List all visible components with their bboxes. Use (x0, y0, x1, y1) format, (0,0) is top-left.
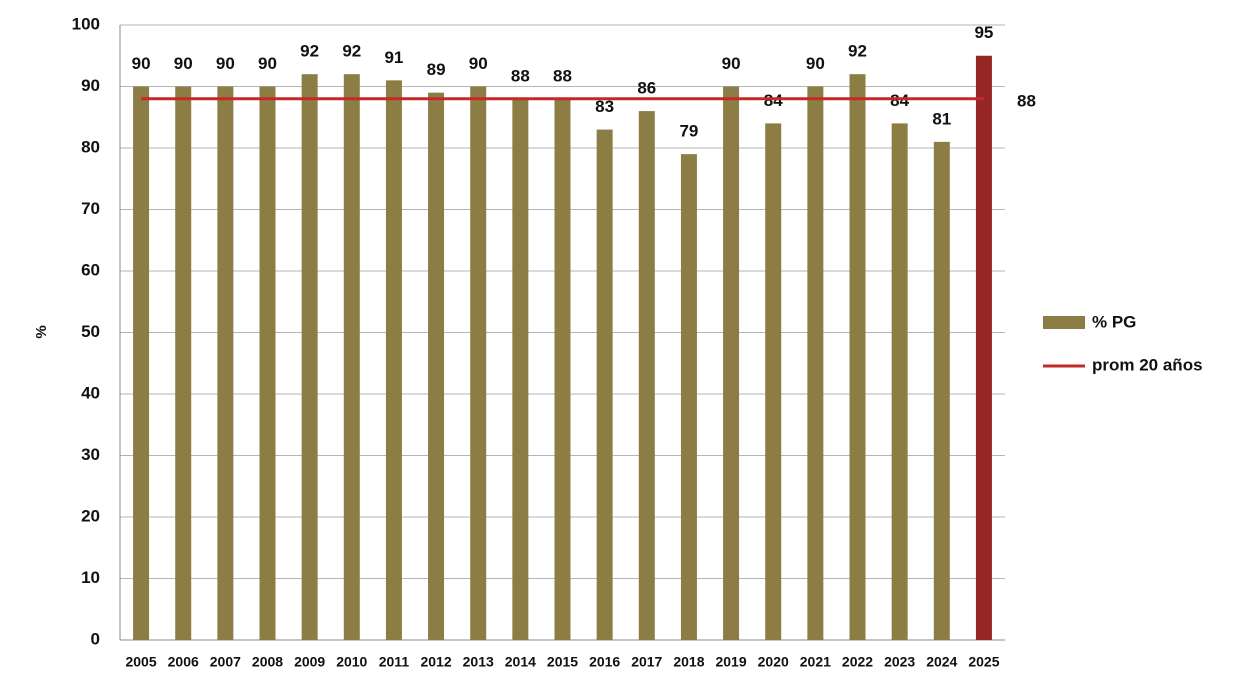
x-tick-label: 2007 (210, 654, 241, 670)
x-tick-label: 2021 (800, 654, 831, 670)
value-label: 81 (932, 109, 951, 128)
y-tick-label: 90 (81, 76, 100, 95)
x-tick-label: 2009 (294, 654, 325, 670)
value-label: 88 (511, 66, 530, 85)
bar (428, 92, 445, 640)
y-tick-label: 80 (81, 137, 100, 156)
y-tick-label: 60 (81, 260, 100, 279)
y-tick-label: 30 (81, 445, 100, 464)
x-tick-label: 2005 (125, 654, 156, 670)
bar (596, 129, 613, 641)
x-tick-label: 2025 (968, 654, 999, 670)
y-tick-label: 70 (81, 199, 100, 218)
y-tick-label: 40 (81, 383, 100, 402)
x-tick-label: 2016 (589, 654, 620, 670)
value-label: 90 (258, 54, 277, 73)
value-label: 90 (132, 54, 151, 73)
reference-label: 88 (1017, 91, 1036, 110)
bar (554, 98, 571, 641)
bar (680, 154, 697, 640)
bar (975, 55, 992, 640)
x-tick-label: 2013 (463, 654, 494, 670)
value-label: 84 (890, 91, 909, 110)
value-label: 83 (595, 97, 614, 116)
value-label: 89 (427, 60, 446, 79)
legend-label: % PG (1092, 312, 1136, 331)
y-tick-label: 10 (81, 568, 100, 587)
bar (933, 141, 950, 640)
bar (175, 86, 192, 640)
x-tick-label: 2014 (505, 654, 536, 670)
bar (891, 123, 908, 640)
x-tick-label: 2006 (168, 654, 199, 670)
legend-label: prom 20 años (1092, 355, 1203, 374)
value-label: 86 (637, 79, 656, 98)
x-tick-label: 2022 (842, 654, 873, 670)
value-label: 88 (553, 66, 572, 85)
y-tick-label: 100 (72, 14, 100, 33)
x-tick-label: 2010 (336, 654, 367, 670)
value-label: 90 (722, 54, 741, 73)
bar (385, 80, 402, 641)
x-tick-label: 2017 (631, 654, 662, 670)
value-label: 90 (174, 54, 193, 73)
value-label: 90 (806, 54, 825, 73)
x-tick-label: 2024 (926, 654, 957, 670)
x-tick-label: 2018 (673, 654, 704, 670)
bar (765, 123, 782, 640)
value-label: 79 (679, 122, 698, 141)
legend-swatch (1043, 316, 1085, 329)
value-label: 90 (469, 54, 488, 73)
bar (512, 98, 529, 641)
x-tick-label: 2015 (547, 654, 578, 670)
bar (259, 86, 276, 640)
value-label: 92 (848, 42, 867, 61)
value-label: 95 (974, 23, 993, 42)
bar (849, 74, 866, 640)
x-tick-label: 2020 (758, 654, 789, 670)
y-tick-label: 20 (81, 506, 100, 525)
bar (133, 86, 150, 640)
y-tick-label: 50 (81, 322, 100, 341)
bar (217, 86, 234, 640)
value-label: 91 (384, 48, 403, 67)
bar (807, 86, 824, 640)
x-tick-label: 2012 (420, 654, 451, 670)
value-label: 92 (342, 42, 361, 61)
bar (343, 74, 360, 640)
bar (638, 111, 655, 641)
x-tick-label: 2019 (715, 654, 746, 670)
x-tick-label: 2023 (884, 654, 915, 670)
bar (723, 86, 740, 640)
value-label: 90 (216, 54, 235, 73)
y-axis-label: % (33, 325, 50, 338)
bar (301, 74, 318, 640)
x-tick-label: 2011 (379, 654, 410, 670)
bar (470, 86, 487, 640)
value-label: 92 (300, 42, 319, 61)
y-tick-label: 0 (91, 629, 100, 648)
x-tick-label: 2008 (252, 654, 283, 670)
value-label: 84 (764, 91, 783, 110)
